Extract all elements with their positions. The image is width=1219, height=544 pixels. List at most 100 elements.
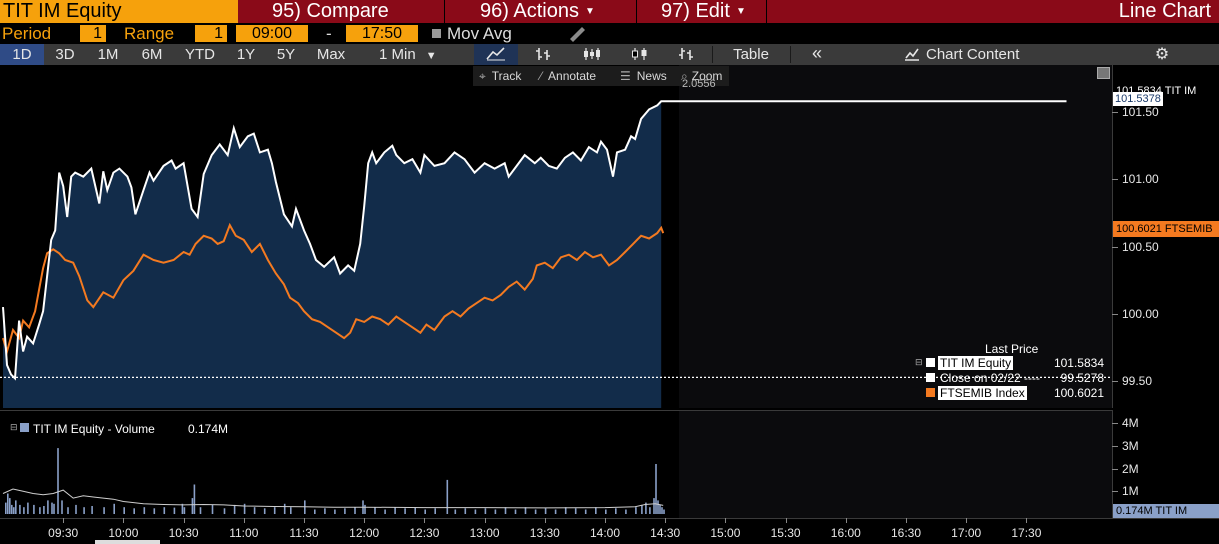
zoom-tool[interactable]: ⌕ Zoom (681, 66, 722, 86)
volume-bar (446, 479, 449, 514)
period-input[interactable]: 1 (80, 25, 106, 42)
volume-tick-mark (1112, 445, 1118, 447)
time-tick-label: 14:00 (589, 526, 621, 540)
tit-price-line (2, 100, 1067, 381)
volume-bar (191, 498, 194, 514)
security-ticker[interactable]: TIT IM Equity (0, 0, 238, 23)
chart-type-title: Line Chart (1118, 0, 1211, 22)
pencil-icon[interactable] (566, 24, 588, 42)
volume-bar (661, 507, 663, 514)
chart-content-label: Chart Content (926, 46, 1020, 63)
edit-menu-label: 97) Edit (661, 0, 730, 22)
range-button-3d[interactable]: 3D (55, 46, 75, 63)
volume-bar (15, 500, 17, 514)
start-time-input[interactable]: 09:00 (236, 25, 308, 42)
toolbar-divider (712, 46, 713, 63)
volume-bar (193, 484, 196, 514)
line-chart-view-button[interactable] (474, 44, 518, 65)
volume-bar (199, 507, 202, 514)
news-label: News (636, 69, 667, 83)
volume-bar (273, 507, 276, 514)
time-tick-label: 15:00 (710, 526, 741, 540)
volume-bar (504, 507, 507, 514)
end-time-input[interactable]: 17:50 (346, 25, 418, 42)
price-tick-mark (1112, 246, 1118, 248)
volume-bar (334, 509, 336, 514)
volume-bar (354, 507, 356, 514)
chart-content-button[interactable]: Chart Content (904, 44, 1064, 65)
volume-bar (464, 508, 467, 514)
interval-dropdown[interactable]: 1 Min ▼ (371, 44, 455, 65)
volume-bar (13, 507, 15, 514)
volume-tick-label: 3M (1122, 438, 1139, 453)
edit-menu[interactable]: 97) Edit ▼ (661, 0, 746, 23)
range-button-6m[interactable]: 6M (141, 46, 163, 63)
volume-bar (314, 509, 316, 514)
range-button-1m[interactable]: 1M (97, 46, 119, 63)
legend-header: Last Price (985, 342, 1039, 356)
volume-bar (27, 502, 29, 514)
volume-bar (524, 507, 527, 514)
mov-avg-checkbox[interactable] (432, 29, 441, 38)
double-chevron-left-icon[interactable]: « (811, 43, 822, 63)
time-tick-label: 12:30 (409, 526, 440, 540)
time-tick-mark (364, 518, 366, 523)
price-tick-mark (1112, 112, 1118, 114)
volume-bar (659, 504, 661, 514)
range-button-max[interactable]: Max (316, 46, 346, 63)
volume-y-axis (1112, 410, 1219, 518)
table-view-button[interactable]: Table (733, 46, 769, 63)
line-chart-icon (486, 47, 505, 61)
range-button-5y[interactable]: 5Y (276, 46, 296, 63)
volume-bar (534, 509, 537, 514)
volume-bar (11, 504, 13, 514)
volume-bar (173, 507, 176, 514)
time-tick-label: 17:30 (1011, 526, 1042, 540)
actions-menu[interactable]: 96) Actions ▼ (480, 0, 595, 23)
timeline-scroll-thumb[interactable] (95, 540, 160, 544)
volume-bar (43, 506, 45, 514)
zoom-icon: ⌕ (681, 69, 688, 83)
range-button-1d[interactable]: 1D (0, 44, 44, 65)
hlc-bars-icon (679, 48, 693, 60)
volume-bar (344, 508, 346, 514)
volume-bar (123, 507, 125, 514)
legend-value: 100.6021 (1053, 386, 1104, 400)
hlc-bars-view-button[interactable] (664, 44, 708, 65)
range-button-1y[interactable]: 1Y (236, 46, 256, 63)
range-input[interactable]: 1 (195, 25, 227, 42)
volume-bar (290, 507, 292, 514)
volume-collapse-icon[interactable]: ⊟ (10, 422, 18, 432)
range-button-ytd[interactable]: YTD (185, 46, 215, 63)
legend-collapse-icon[interactable]: ⊟ (915, 357, 923, 367)
volume-bar (23, 507, 25, 514)
dropdown-caret-icon: ▼ (425, 50, 437, 62)
time-tick-mark (966, 518, 968, 523)
bar-chart-view-button[interactable] (522, 44, 566, 65)
track-tool[interactable]: ⌖ Track (479, 66, 521, 86)
volume-bar (75, 504, 77, 514)
crosshair-icon: ⌖ (479, 69, 486, 83)
volume-bar (53, 503, 55, 514)
time-separator: - (326, 24, 332, 43)
volume-bar (153, 508, 156, 514)
time-tick-label: 13:00 (469, 526, 500, 540)
volume-title: TIT IM Equity - Volume (33, 422, 155, 436)
tit-price-box: 101.5378 (1113, 92, 1163, 106)
gear-icon[interactable]: ⚙ (1154, 46, 1170, 63)
annotate-tool[interactable]: ⁄ Annotate (540, 66, 596, 86)
candle-chart-view-button[interactable] (570, 44, 614, 65)
compare-menu[interactable]: 95) Compare (272, 0, 389, 23)
actions-menu-label: 96) Actions (480, 0, 579, 22)
volume-legend-swatch (20, 423, 29, 432)
volume-bar (181, 503, 184, 514)
volume-bar (595, 507, 597, 514)
volume-tick-mark (1112, 491, 1118, 493)
news-tool[interactable]: ☰ News (620, 66, 667, 86)
hollow-candle-view-button[interactable] (618, 44, 662, 65)
time-tick-mark (725, 518, 727, 523)
time-tick-mark (665, 518, 667, 523)
time-tick-mark (424, 518, 426, 523)
pane-minimize-icon[interactable] (1097, 67, 1110, 79)
volume-bar (394, 507, 396, 514)
